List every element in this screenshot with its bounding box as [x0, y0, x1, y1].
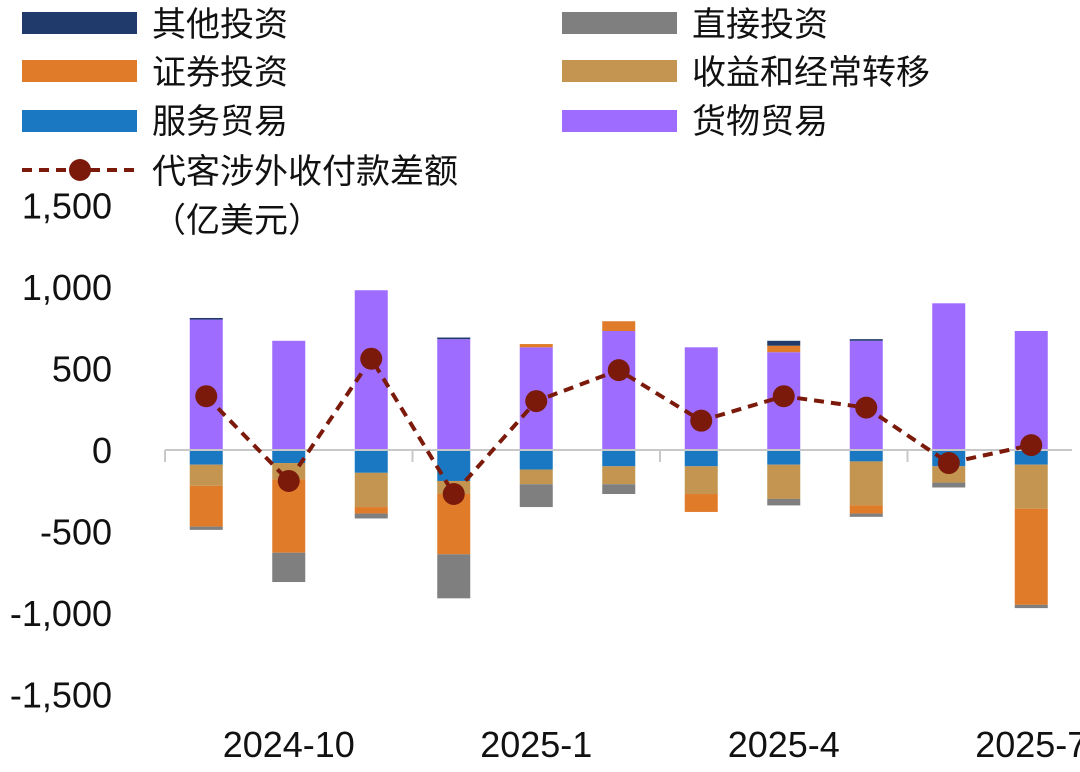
bar-segment — [272, 340, 306, 450]
bar-segment — [437, 554, 471, 599]
line-series-point — [525, 390, 548, 413]
bar-segment — [602, 466, 636, 485]
bar-segment — [602, 331, 636, 450]
line-series-point — [937, 452, 960, 475]
bar-segment — [602, 321, 636, 332]
bar-segment — [519, 484, 553, 508]
line-series-point — [772, 385, 795, 408]
line-series-point — [1020, 434, 1043, 457]
bar-segment — [1014, 508, 1048, 605]
plot-area: -1,500 -1,000 -500 0 500 1,000 1,500 2024-10 202… — [10, 186, 1080, 766]
bar-segment — [272, 450, 306, 464]
bar-segment — [354, 472, 388, 508]
bar-segment — [849, 340, 883, 450]
bar-segment — [932, 466, 966, 483]
legend-swatch-services-trade — [22, 110, 137, 132]
bar-segment — [354, 290, 388, 450]
legend-label-net-receipts: 代客涉外收付款差额 — [152, 152, 458, 192]
legend-swatch-direct-investment — [562, 12, 677, 34]
bar-segment — [189, 317, 223, 320]
legend-label-portfolio-investment: 证券投资 — [152, 53, 288, 93]
bar-segment — [684, 466, 718, 495]
legend-line-marker — [69, 159, 91, 181]
line-series-point — [277, 469, 300, 492]
bar-segment — [354, 507, 388, 514]
bar-segment — [849, 461, 883, 506]
bar-segment — [354, 450, 388, 473]
bar-segment — [684, 450, 718, 467]
bar-segment — [767, 498, 801, 506]
bar-segment — [189, 526, 223, 530]
line-series-point — [607, 359, 630, 382]
bar-segment — [1014, 464, 1048, 509]
line-series-point — [195, 385, 218, 408]
legend-label-other-investment: 其他投资 — [152, 5, 288, 45]
bar-segment — [767, 450, 801, 465]
bar-segment — [437, 450, 471, 481]
y-tick-label: -1,000 — [10, 593, 112, 634]
bar-segment — [189, 464, 223, 486]
bar-segment — [849, 339, 883, 341]
y-tick-label: 500 — [52, 349, 112, 390]
bar-segment — [767, 464, 801, 499]
x-tick-label: 2025-4 — [728, 724, 840, 765]
bar-segment — [849, 450, 883, 462]
legend-swatch-income-transfers — [562, 60, 677, 82]
bar-segment — [437, 337, 471, 340]
bar-segment — [684, 347, 718, 450]
bar-segment — [189, 450, 223, 465]
bar-segment — [849, 505, 883, 514]
bar-segment — [519, 450, 553, 470]
bar-segment — [1014, 331, 1048, 450]
line-series-point — [690, 409, 713, 432]
legend-swatch-goods-trade — [562, 110, 677, 132]
bar-segment — [767, 345, 801, 353]
legend-swatch-portfolio-investment — [22, 60, 137, 82]
legend-swatch-other-investment — [22, 12, 137, 34]
bar-segment — [1014, 450, 1048, 465]
unit-label: （亿美元） — [152, 201, 322, 241]
y-tick-label: -500 — [40, 512, 112, 553]
line-series-point — [360, 347, 383, 370]
bar-segment — [519, 344, 553, 348]
legend-label-services-trade: 服务贸易 — [152, 102, 288, 142]
bar-segment — [437, 339, 471, 450]
bar-segment — [189, 485, 223, 527]
legend-label-goods-trade: 货物贸易 — [692, 102, 828, 142]
line-series-point — [855, 396, 878, 419]
bar-segment — [519, 469, 553, 485]
bar-segment — [767, 340, 801, 346]
x-tick-label: 2025-1 — [480, 724, 592, 765]
y-tick-label: 0 — [92, 430, 112, 471]
bar-segment — [354, 513, 388, 519]
bar-segment — [932, 303, 966, 450]
legend-label-income-transfers: 收益和经常转移 — [692, 53, 930, 93]
line-series-point — [442, 483, 465, 506]
bar-segment — [602, 450, 636, 467]
y-tick-label: 1,000 — [22, 267, 112, 308]
bar-segment — [849, 513, 883, 517]
bar-segment — [272, 552, 306, 583]
legend-label-direct-investment: 直接投资 — [692, 5, 828, 45]
legend: 其他投资 直接投资 证券投资 收益和经常转移 服务贸易 货物贸易 代客涉外收付款… — [22, 5, 930, 241]
bar-segment — [684, 494, 718, 512]
y-tick-label: 1,500 — [22, 186, 112, 227]
x-tick-label: 2024-10 — [223, 724, 355, 765]
bar-segment — [1014, 604, 1048, 609]
bar-segment — [602, 484, 636, 495]
bar-segment — [932, 482, 966, 488]
bar-segment — [189, 319, 223, 450]
x-tick-label: 2025-7 — [975, 724, 1080, 765]
y-tick-label: -1,500 — [10, 675, 112, 716]
